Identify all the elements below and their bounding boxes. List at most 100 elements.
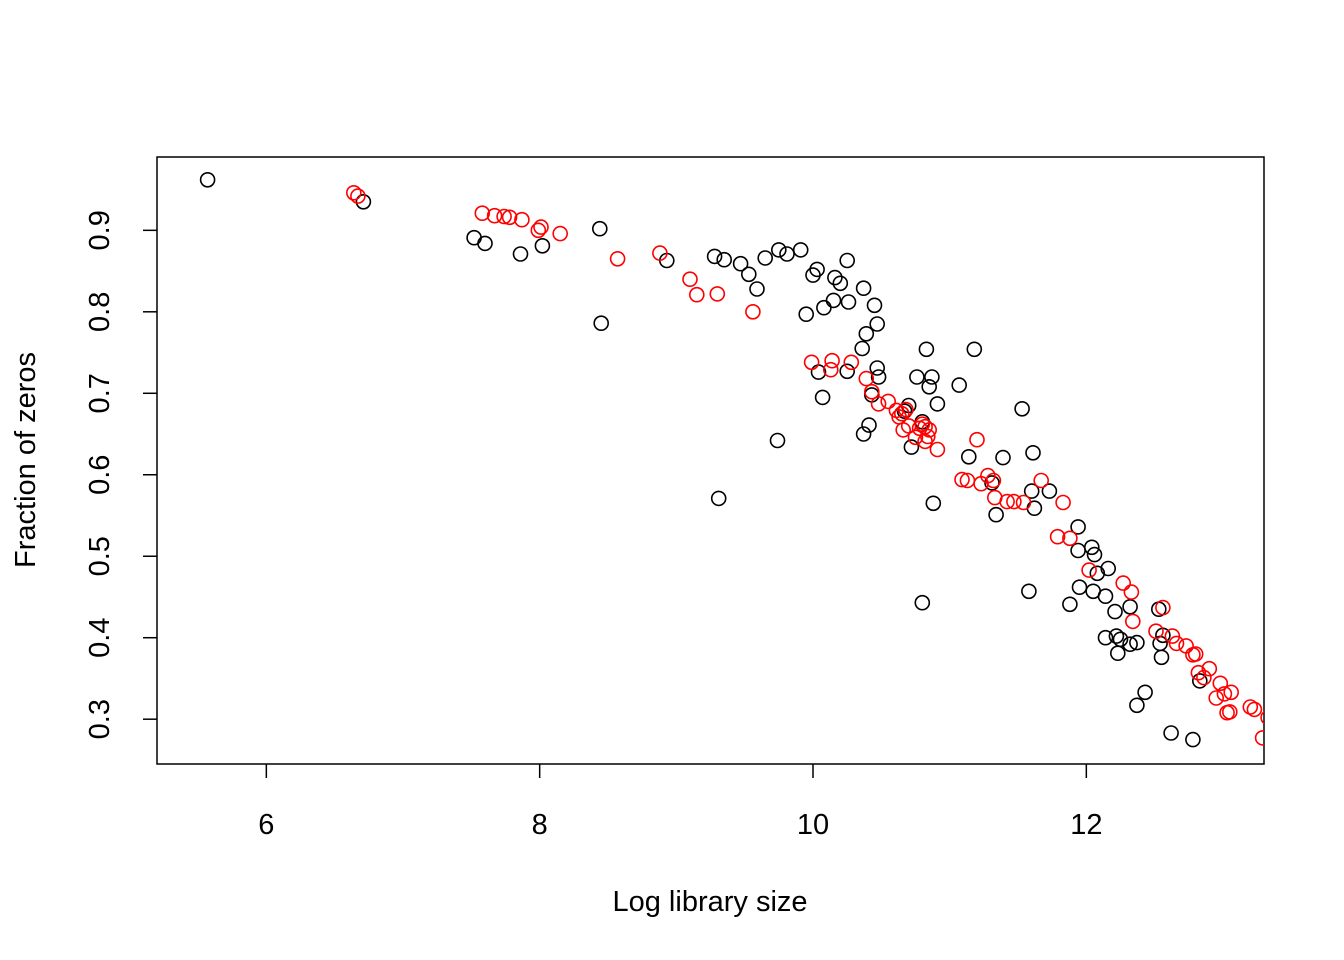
y-tick-label: 0.5 [84,536,116,576]
data-point-series-2 [1178,638,1194,654]
data-point-series-1 [792,242,809,258]
data-point-series-2 [919,428,936,445]
data-point-series-1 [732,255,749,272]
data-point-series-2 [1260,710,1264,725]
data-point-series-2 [1049,528,1066,545]
data-point-series-2 [514,211,530,228]
data-point-series-2 [609,250,626,267]
data-point-series-1 [816,299,832,316]
data-point-series-1 [740,266,757,283]
data-point-series-1 [1153,649,1170,666]
data-point-series-1 [1129,697,1145,714]
data-point-series-2 [870,396,887,412]
data-point-series-2 [893,405,910,422]
data-point-series-1 [757,250,774,266]
data-point-series-1 [593,315,610,332]
x-tick-label: 6 [258,809,274,841]
data-point-series-2 [474,205,491,221]
data-point-series-1 [870,369,887,385]
data-point-series-1 [1129,634,1145,651]
data-point-series-1 [839,363,856,380]
data-point-series-2 [1201,660,1218,677]
data-point-series-1 [1107,603,1123,620]
data-point-series-1 [1021,583,1037,600]
data-point-series-1 [477,235,493,252]
data-point-series-1 [1185,731,1201,748]
data-point-series-2 [1246,701,1263,718]
data-point-series-2 [552,225,569,242]
data-point-series-1 [951,377,968,393]
data-point-series-2 [898,401,914,418]
data-point-series-1 [869,316,886,332]
data-point-series-2 [496,208,512,225]
data-point-series-2 [350,188,366,204]
data-point-series-1 [925,495,942,512]
data-point-series-2 [1155,599,1171,616]
data-point-series-2 [1033,472,1049,489]
data-point-series-2 [999,493,1015,510]
data-point-series-1 [1023,483,1040,499]
data-point-series-1 [825,292,842,309]
data-point-series-1 [929,396,946,412]
data-point-series-1 [984,475,1000,491]
data-point-series-1 [866,297,883,314]
y-tick-label: 0.7 [84,373,116,413]
data-point-series-2 [803,354,820,371]
data-point-series-1 [855,280,872,297]
data-point-series-2 [486,207,503,224]
data-point-series-1 [1071,579,1088,596]
data-point-series-1 [966,341,983,358]
data-point-series-2 [1006,493,1022,510]
data-point-series-2 [1222,704,1238,720]
data-point-series-2 [1115,575,1131,591]
data-point-series-1 [1014,400,1030,417]
data-point-series-2 [1125,613,1141,630]
data-point-series-2 [1123,584,1140,600]
data-point-series-2 [921,422,938,438]
data-point-series-2 [824,352,840,369]
x-tick-label: 10 [797,809,829,841]
y-tick-label: 0.4 [84,618,116,658]
data-point-series-2 [969,431,985,448]
data-point-series-2 [1055,494,1071,511]
data-point-series-1 [909,369,925,385]
data-point-series-1 [798,306,815,323]
plot-frame [156,156,1265,765]
x-axis-label: Log library size [612,886,807,918]
data-point-series-1 [839,252,856,269]
data-point-series-1 [861,417,877,433]
data-point-series-1 [355,194,372,210]
data-point-series-2 [501,209,518,226]
data-point-series-2 [1015,494,1032,511]
data-point-series-2 [345,185,362,201]
data-point-series-1 [534,238,551,254]
data-point-series-2 [1242,699,1259,715]
y-tick-label: 0.6 [84,455,116,495]
data-point-series-1 [827,269,843,286]
data-point-series-1 [769,432,786,449]
data-point-series-1 [1100,560,1116,577]
data-point-series-1 [1122,598,1138,615]
data-point-series-1 [1070,519,1086,535]
data-point-series-2 [1164,628,1181,644]
data-point-series-1 [1137,684,1153,701]
data-point-series-1 [1041,483,1058,499]
data-point-series-1 [924,369,940,385]
data-point-series-1 [1089,565,1106,582]
x-tick-label: 8 [532,809,548,841]
data-point-series-2 [652,245,668,261]
data-point-series-1 [716,251,733,268]
data-point-series-2 [1081,562,1097,578]
data-point-series-2 [880,393,897,410]
data-point-series-1 [814,389,831,406]
data-point-series-2 [985,472,1002,489]
y-tick-label: 0.3 [84,699,116,739]
data-point-series-2 [1223,684,1239,701]
data-point-series-1 [779,246,795,262]
data-point-series-1 [1163,725,1179,741]
data-point-series-2 [1254,730,1264,746]
data-point-series-2 [1148,623,1164,640]
data-point-series-2 [745,303,761,320]
data-point-series-1 [914,594,931,611]
